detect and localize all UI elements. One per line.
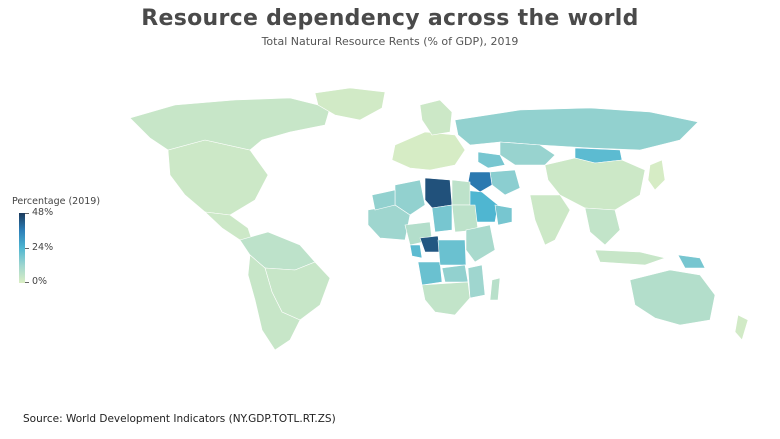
region-japan xyxy=(647,159,666,191)
region-north-america xyxy=(167,139,269,216)
region-zambia xyxy=(441,264,469,283)
region-angola xyxy=(417,261,443,286)
legend-title: Percentage (2019) xyxy=(12,196,101,207)
region-iraq xyxy=(467,171,493,193)
legend-colorbar xyxy=(19,213,25,283)
region-greenland xyxy=(314,87,386,121)
source-note: Source: World Development Indicators (NY… xyxy=(23,413,336,425)
region-iran xyxy=(489,169,521,196)
region-mozambique xyxy=(467,264,486,299)
region-antarctica xyxy=(159,361,641,393)
region-turkmenistan xyxy=(477,151,506,169)
region-papua-new-guinea xyxy=(677,254,706,269)
region-southern-africa xyxy=(421,281,471,316)
legend-tick-max xyxy=(25,213,29,214)
region-egypt xyxy=(451,179,471,206)
region-canada xyxy=(129,97,331,151)
region-east-africa xyxy=(465,224,496,263)
legend-tick-min xyxy=(25,282,29,283)
region-scandinavia xyxy=(419,99,453,136)
region-dr-congo xyxy=(437,239,467,266)
region-china xyxy=(544,157,646,211)
legend-label-min: 0% xyxy=(32,276,48,287)
legend-tick-mid xyxy=(25,248,29,249)
legend-label-mid: 24% xyxy=(32,242,54,253)
region-chad xyxy=(431,204,453,233)
region-congo xyxy=(419,235,441,253)
region-madagascar xyxy=(489,277,501,301)
color-legend: Percentage (2019) 48% 24% 0% xyxy=(10,196,140,292)
region-mauritania xyxy=(371,189,396,211)
region-indonesia xyxy=(594,249,667,266)
region-central-america xyxy=(204,211,253,241)
region-arabian-gulf-states xyxy=(494,204,513,226)
map-title: Resource dependency across the world xyxy=(141,6,639,31)
region-libya xyxy=(424,177,453,209)
region-southeast-asia xyxy=(584,207,621,246)
region-gabon xyxy=(409,244,423,259)
region-new-zealand xyxy=(734,314,749,341)
region-sudan xyxy=(451,204,479,233)
region-russia xyxy=(454,107,699,151)
region-europe xyxy=(391,131,466,171)
map-subtitle: Total Natural Resource Rents (% of GDP),… xyxy=(261,35,519,48)
region-australia xyxy=(629,269,716,326)
region-india xyxy=(529,194,571,246)
legend-label-max: 48% xyxy=(32,207,54,218)
region-south-america-south xyxy=(247,254,301,351)
